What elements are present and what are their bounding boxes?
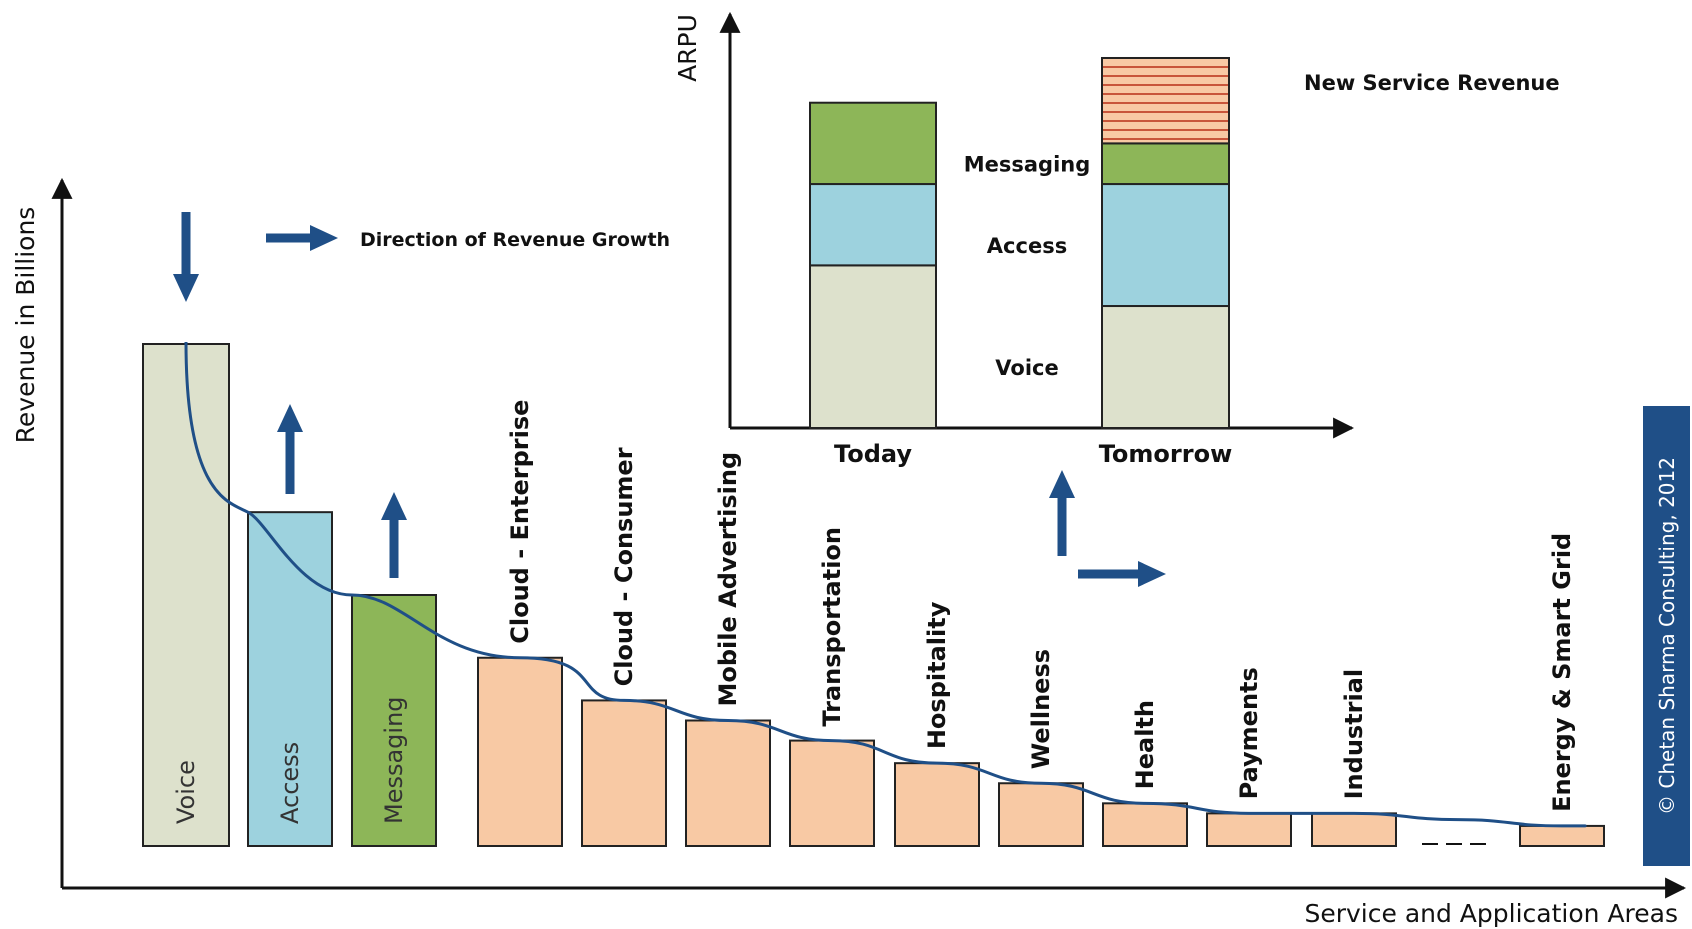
- legend-note: Direction of Revenue Growth: [360, 229, 670, 251]
- arrow-access-up: [277, 404, 303, 494]
- bar-label-hospitality: Hospitality: [923, 601, 951, 749]
- bar-label-health: Health: [1131, 700, 1159, 789]
- bar-label-cloud-consumer: Cloud - Consumer: [610, 447, 638, 686]
- inset-series-label-voice: Voice: [995, 356, 1058, 380]
- inset-today-voice: [810, 265, 936, 428]
- main-x-axis-title: Service and Application Areas: [1304, 899, 1678, 928]
- inset-series-label-access: Access: [987, 234, 1067, 258]
- bar-industrial: [1312, 813, 1396, 846]
- bar-hospitality: [895, 763, 979, 846]
- main-y-axis-title: Revenue in Billions: [11, 207, 40, 444]
- bar-health: [1103, 803, 1187, 846]
- inset-tomorrow-voice: [1102, 306, 1229, 428]
- inset-y-axis-title: ARPU: [673, 14, 702, 82]
- bar-label-wellness: Wellness: [1027, 649, 1055, 769]
- bar-mobile-advertising: [686, 721, 770, 847]
- inset-label-today: Today: [834, 440, 912, 468]
- bar-cloud-enterprise: [478, 658, 562, 846]
- inset-label-tomorrow: Tomorrow: [1099, 440, 1233, 468]
- inset-today-access: [810, 184, 936, 265]
- bar-cloud-consumer: [582, 700, 666, 846]
- inset-tomorrow-new-service-revenue: [1102, 58, 1229, 143]
- arrow-inset-up: [1049, 470, 1075, 556]
- bar-transportation: [790, 741, 874, 846]
- bar-label-access: Access: [276, 742, 304, 824]
- bar-label-cloud-enterprise: Cloud - Enterprise: [506, 400, 534, 644]
- bar-label-messaging: Messaging: [380, 696, 408, 824]
- inset-tomorrow-access: [1102, 184, 1229, 306]
- bar-wellness: [999, 783, 1083, 846]
- inset-series-label-new-service-revenue: New Service Revenue: [1304, 71, 1560, 95]
- copyright-text: © Chetan Sharma Consulting, 2012: [1655, 457, 1679, 815]
- bar-label-industrial: Industrial: [1340, 669, 1368, 800]
- arrow-legend-right: [266, 225, 338, 251]
- bar-energy-and-smart-grid: [1520, 826, 1604, 846]
- bar-label-transportation: Transportation: [818, 527, 846, 727]
- bar-label-payments: Payments: [1235, 667, 1263, 799]
- arrow-messaging-up: [381, 492, 407, 578]
- bar-label-mobile-advertising: Mobile Advertising: [714, 452, 742, 707]
- inset-series-label-messaging: Messaging: [964, 153, 1091, 177]
- bar-label-energy-and-smart-grid: Energy & Smart Grid: [1548, 533, 1576, 812]
- bar-label-voice: Voice: [172, 760, 200, 824]
- arrow-voice-down: [173, 212, 199, 302]
- arrow-inset-right: [1078, 561, 1166, 587]
- inset-today-messaging: [810, 103, 936, 184]
- inset-tomorrow-messaging: [1102, 143, 1229, 184]
- bar-payments: [1207, 813, 1291, 846]
